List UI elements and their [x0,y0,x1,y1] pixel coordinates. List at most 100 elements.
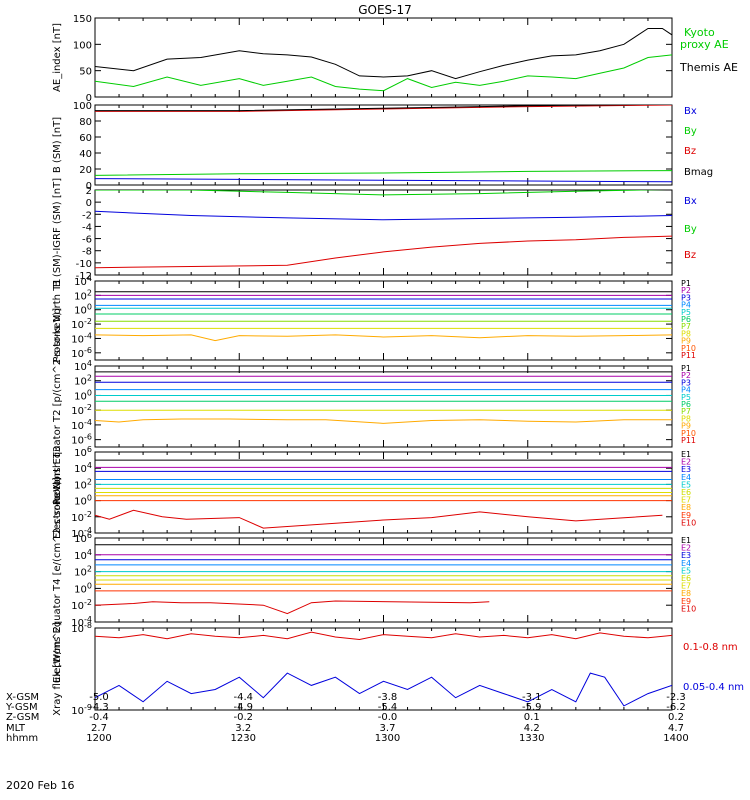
date-label: 2020 Feb 16 [6,779,74,792]
panel-frame [94,17,673,98]
ephem-row-label: MLT [6,723,26,734]
y-tick-label: 80 [79,117,92,128]
ephem-value: -5.9 [522,702,542,713]
legend-entry: E2 [681,458,691,467]
panel-8: 10-9 10-8 Xray flux [W/m^2] 0.1-0.8 nm 0.05-… [52,621,744,717]
legend-entry: P2 [681,371,691,380]
series-line-Bx [95,210,672,221]
ephem-value: 1200 [86,733,111,744]
y-tick-label: 50 [79,67,92,78]
legend-entry: P3 [681,293,691,302]
panel-2: 0 20 40 60 80 100 B (SM) [nT] Bx By Bz Bmag [52,101,713,192]
y-tick-label: -4 [82,222,92,233]
legend-entry: E6 [681,488,691,497]
y-tick-label: 100 [73,40,92,51]
legend-entry: 0.05-0.4 nm [683,682,744,693]
legend-entry: P7 [681,407,691,416]
y-tick-label: 104 [74,274,92,288]
y-tick-label: 10-9 [71,703,92,717]
y-tick-label: 10-4 [71,418,92,432]
legend-entry: 0.1-0.8 nm [683,642,738,653]
legend-entry: E5 [681,480,691,489]
legend-entry: E7 [681,582,691,591]
y-tick-label: 104 [74,461,92,475]
legend-entry: P9 [681,337,691,346]
y-tick-label: 150 [73,14,92,25]
legend-entry: E3 [681,465,691,474]
y-tick-label: 0 [86,198,92,209]
ephem-value: 1300 [375,733,400,744]
y-tick-label: 10-2 [71,317,92,331]
legend-entry: E2 [681,544,691,553]
series-group [95,371,672,424]
ephem-value: 1330 [519,733,544,744]
y-axis-label: Electrons North T3 [52,446,63,539]
y-tick-label: 10-6 [71,433,92,447]
legend-entry: P5 [681,393,691,402]
ephemeris-table: X-GSM -5.0 -4.4 -3.8 -3.1 -2.3 Y-GSM -4.3 -4.9 -5… [5,692,689,744]
ephem-value: -4.9 [233,702,253,713]
series-group [95,105,672,183]
ephem-row-label: hhmm [6,733,38,744]
panel-frame [94,189,673,276]
ephem-value: -6.2 [666,702,686,713]
y-axis-label: Protons North T1 [52,278,63,362]
plot-title: GOES-17 [358,3,412,17]
ephem-value: 3.7 [380,723,396,734]
y-axis-label: Electrons Equator T4 [e/(cm^2-s-sr-keV)] [52,477,63,683]
series-line-By [95,190,667,196]
legend-entry: E6 [681,574,691,583]
y-tick-label: 0 [86,181,92,192]
y-axis-label: Protons Equator T2 [p/(cm^2-s-sr-keV)] [52,308,63,505]
y-tick-label: 10-4 [71,615,92,629]
y-tick-label: 100 [74,494,92,508]
series-group [95,291,672,342]
legend-entry: P11 [681,436,696,445]
y-tick-label: -2 [82,210,92,221]
ephem-value: -5.4 [378,702,398,713]
legend-entry: P9 [681,422,691,431]
y-tick-label: 10-4 [71,526,92,540]
y-tick-label: 10-2 [71,403,92,417]
legend-entry: P10 [681,344,696,353]
y-tick-label: 100 [74,303,92,317]
legend-entry: P7 [681,322,691,331]
y-tick-label: 60 [79,133,92,144]
series-line-Bz [95,235,672,269]
panel-7: 10-4 10-2 100 102 104 106 Electrons Equator T4… [52,477,696,683]
series-group [95,631,672,707]
series-group [95,190,672,269]
y-tick-label: 106 [74,445,92,459]
y-tick-label: -12 [76,271,92,282]
y-tick-label: 100 [74,388,92,402]
legend-entry: E9 [681,511,691,520]
y-tick-label: -6 [82,235,92,246]
y-tick-label: 40 [79,149,92,160]
y-tick-label: 20 [79,165,92,176]
series-line-P9 [95,334,672,342]
legend-entry: P4 [681,386,691,395]
legend-entry: Bx [684,196,697,207]
panel-1: 0 50 100 150 AE_index [nT] Kyoto proxy AE Themi… [52,14,738,104]
ephem-row-label: Z-GSM [6,712,39,723]
y-tick-label: 104 [74,548,92,562]
y-axis-label: Xray flux [W/m^2] [52,622,63,716]
y-tick-label: 2 [86,186,92,197]
ephem-value: 1230 [231,733,256,744]
ephem-value: 4.2 [524,723,540,734]
y-tick-label: 10-6 [71,346,92,360]
y-tick-label: -8 [82,247,92,258]
legend-entry: Themis AE [679,61,738,74]
legend-entry: P5 [681,308,691,317]
y-tick-label: 100 [74,581,92,595]
series-group [95,28,672,92]
ephem-value: 0.2 [668,712,684,723]
y-tick-label: 10-2 [71,598,92,612]
ephem-value: 2.7 [91,723,107,734]
legend-entry: P8 [681,329,691,338]
ephem-value: 3.2 [235,723,251,734]
legend-entry: E4 [681,473,691,482]
ephem-value: -0.4 [89,712,109,723]
series-group [95,459,672,529]
